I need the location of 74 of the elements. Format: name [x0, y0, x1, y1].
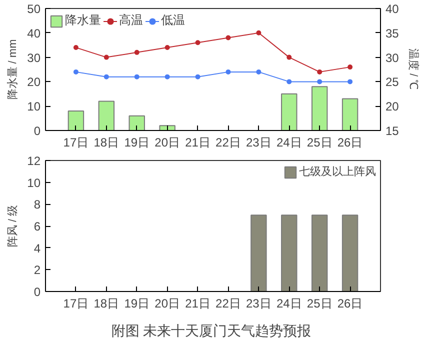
x-tick-label: 19日: [124, 136, 150, 150]
y-tick-label: 40: [27, 26, 41, 40]
legend-label: 七级及以上阵风: [299, 165, 376, 179]
point: [256, 30, 262, 36]
x-tick-label: 17日: [63, 296, 89, 310]
y-axis-title: 降水量 / mm: [6, 39, 20, 100]
bar: [342, 98, 358, 130]
x-tick-label: 21日: [185, 296, 210, 310]
x-tick-label: 21日: [185, 136, 210, 150]
x-tick-label: 25日: [306, 296, 332, 310]
x-tick-label: 24日: [276, 136, 302, 150]
y-tick-label: 10: [27, 176, 41, 190]
point: [164, 45, 170, 50]
point: [104, 54, 109, 60]
y2-tick-label: 40: [386, 2, 400, 16]
point: [226, 69, 231, 74]
y2-tick-label: 25: [386, 75, 400, 90]
x-tick-label: 19日: [124, 296, 150, 310]
point: [348, 79, 353, 84]
bar: [311, 86, 328, 130]
point: [317, 69, 322, 74]
legend-label: 高温: [119, 12, 143, 29]
bar: [159, 125, 176, 130]
point: [195, 40, 200, 46]
y-tick-label: 30: [27, 50, 41, 65]
point: [195, 74, 200, 80]
x-tick-label: 22日: [216, 136, 241, 150]
x-tick-label: 24日: [276, 296, 302, 310]
x-tick-label: 23日: [246, 136, 272, 150]
text: 附图 未来十天厦门天气趋势预报: [112, 324, 311, 340]
y2-tick-label: 30: [386, 50, 400, 65]
bar: [281, 93, 298, 130]
y2-tick-label: 35: [386, 26, 400, 40]
bar: [98, 100, 115, 130]
y-tick-label: 50: [27, 2, 41, 16]
bar: [128, 115, 145, 130]
x-tick-label: 18日: [94, 136, 120, 150]
point: [73, 45, 78, 50]
x-tick-label: 26日: [337, 136, 363, 150]
y-tick-label: 0: [34, 124, 41, 138]
point: [286, 54, 292, 60]
x-tick-label: 20日: [154, 296, 180, 310]
x-tick-label: 17日: [63, 136, 89, 150]
y2-tick-label: 15: [386, 124, 400, 138]
point: [317, 79, 322, 84]
x-tick-label: 25日: [306, 136, 332, 150]
y-tick-label: 12: [27, 154, 41, 168]
point: [134, 74, 140, 80]
y2-tick-label: 20: [386, 100, 400, 114]
y-tick-label: 2: [34, 263, 41, 278]
x-tick-label: 20日: [154, 136, 180, 150]
point: [164, 74, 170, 80]
y2-axis-title: 温度 / ℃: [406, 48, 420, 90]
y-tick-label: 6: [34, 220, 41, 234]
y-tick-label: 0: [34, 285, 41, 299]
y-axis-title: 阵风 / 级: [6, 204, 20, 248]
y-tick-label: 10: [27, 100, 41, 114]
point: [73, 69, 78, 74]
y-tick-label: 20: [27, 75, 41, 90]
bar: [68, 110, 84, 130]
x-tick-label: 23日: [246, 296, 272, 310]
y-tick-label: 8: [34, 198, 41, 212]
x-tick-label: 26日: [337, 296, 363, 310]
point: [348, 64, 353, 70]
x-tick-label: 22日: [216, 296, 241, 310]
y-tick-label: 4: [34, 241, 41, 256]
legend-label: 低温: [161, 12, 185, 29]
point: [286, 79, 292, 84]
point: [134, 50, 140, 55]
point: [256, 69, 262, 74]
point: [226, 35, 231, 40]
x-tick-label: 18日: [94, 296, 120, 310]
point: [104, 74, 109, 80]
legend-label: 降水量: [65, 12, 101, 29]
